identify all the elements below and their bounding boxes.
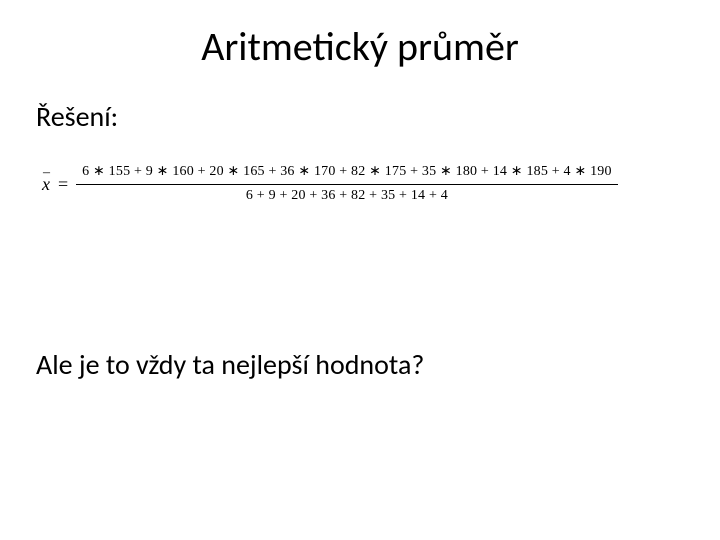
xbar-symbol: x [42, 175, 50, 193]
page-title: Aritmetický průměr [36, 22, 684, 71]
denominator: 6 + 9 + 20 + 36 + 82 + 35 + 14 + 4 [240, 186, 454, 207]
numerator: 6 ∗ 155 + 9 ∗ 160 + 20 ∗ 165 + 36 ∗ 170 … [76, 162, 618, 183]
formula: x = 6 ∗ 155 + 9 ∗ 160 + 20 ∗ 165 + 36 ∗ … [42, 162, 684, 207]
equals-sign: = [58, 174, 68, 195]
fraction-line [76, 184, 618, 185]
subtitle-label: Řešení: [36, 99, 684, 134]
fraction: 6 ∗ 155 + 9 ∗ 160 + 20 ∗ 165 + 36 ∗ 170 … [76, 162, 618, 207]
question-text: Ale je to vždy ta nejlepší hodnota? [36, 347, 684, 382]
slide: Aritmetický průměr Řešení: x = 6 ∗ 155 +… [0, 0, 720, 540]
